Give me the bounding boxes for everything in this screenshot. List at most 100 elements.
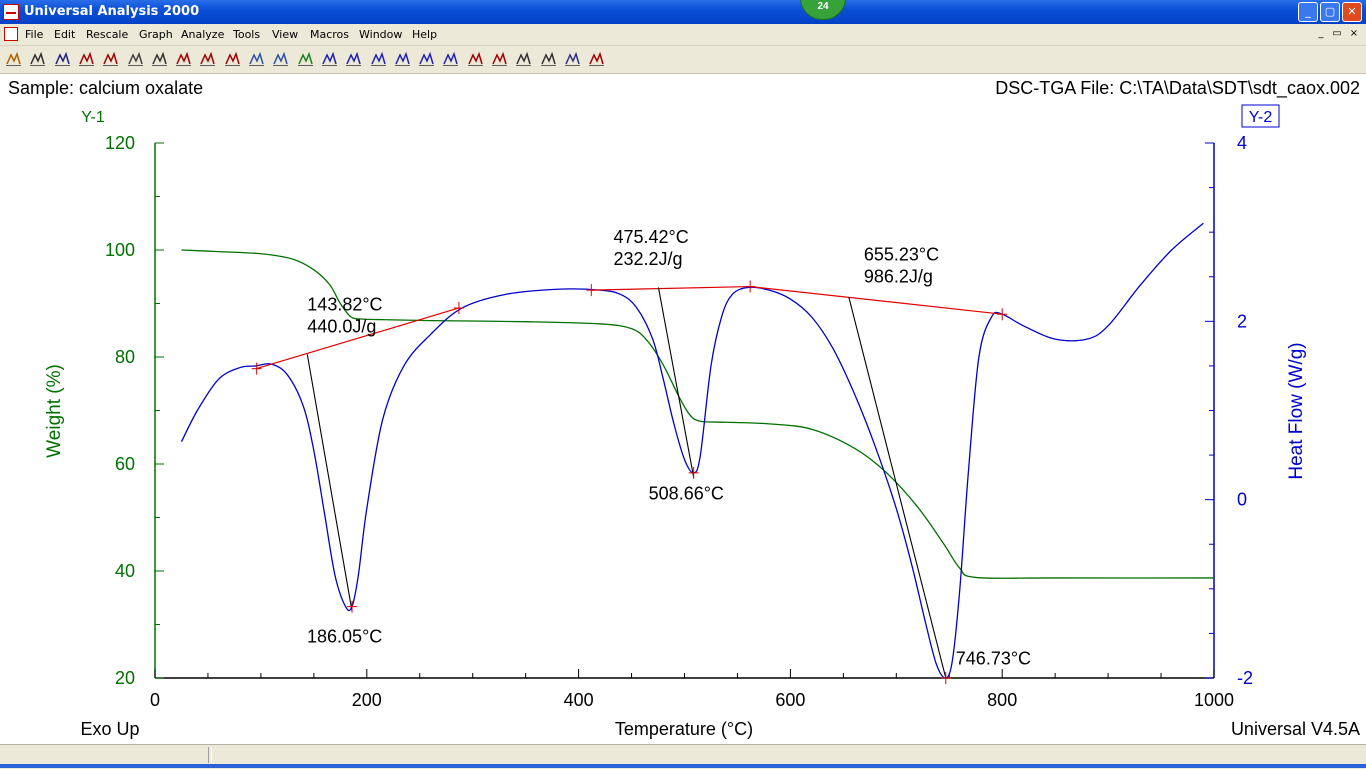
y2-axis-tag-box[interactable] xyxy=(1241,104,1280,128)
signal-icon[interactable] xyxy=(199,51,216,67)
peak-annotation-enthalpy: 232.2J/g xyxy=(613,249,682,269)
x-tick-label: 400 xyxy=(564,690,594,710)
title-bar: Universal Analysis 2000 24 _ ▢ ✕ xyxy=(0,0,1366,24)
document-icon[interactable] xyxy=(4,27,18,41)
y2-axis-label: Heat Flow (W/g) xyxy=(1286,342,1307,479)
tick-icon[interactable] xyxy=(224,51,241,67)
app-icon xyxy=(3,4,19,20)
maximize-button[interactable]: ▢ xyxy=(1320,2,1340,22)
cursor-marker xyxy=(997,308,1008,321)
y1-tick-label: 20 xyxy=(115,668,135,688)
delete-icon[interactable] xyxy=(588,51,605,67)
cursor-pick-icon[interactable] xyxy=(442,51,459,67)
cursor-marker xyxy=(688,466,699,479)
onset-tangent-line xyxy=(848,297,947,679)
overlay-icon[interactable] xyxy=(272,51,289,67)
plot-area: Sample: calcium oxalate DSC-TGA File: C:… xyxy=(0,74,1366,744)
rescale-all-icon[interactable] xyxy=(102,51,119,67)
crosshair-icon[interactable] xyxy=(467,51,484,67)
cursor-marker xyxy=(745,280,756,293)
minimize-button[interactable]: _ xyxy=(1298,2,1318,22)
menu-edit[interactable]: Edit xyxy=(54,28,76,41)
peak-integrate-icon[interactable] xyxy=(321,51,338,67)
glass-transition-icon[interactable] xyxy=(515,51,532,67)
onset-tangent-line xyxy=(657,287,695,478)
cursor-marker xyxy=(251,362,262,375)
y1-tick-label: 100 xyxy=(105,240,135,260)
peak-annotation-temp: 186.05°C xyxy=(307,626,382,646)
menu-file[interactable]: File xyxy=(25,28,44,41)
slope-icon[interactable] xyxy=(491,51,508,67)
peak-annotation-enthalpy: 440.0J/g xyxy=(307,317,376,337)
cursor-icon[interactable] xyxy=(54,51,71,67)
menu-analyze[interactable]: Analyze xyxy=(181,28,225,41)
integration-baseline xyxy=(256,307,460,370)
menu-graph[interactable]: Graph xyxy=(139,28,173,41)
version-label: Universal V4.5A xyxy=(1231,719,1360,739)
full-scale-icon[interactable] xyxy=(175,51,192,67)
menu-rescale[interactable]: Rescale xyxy=(86,28,129,41)
y1-axis-label: Weight (%) xyxy=(44,364,65,458)
rescale-icon[interactable] xyxy=(78,51,95,67)
legend-icon[interactable] xyxy=(564,51,581,67)
notification-badge[interactable]: 24 xyxy=(800,0,846,20)
menu-window[interactable]: Window xyxy=(359,28,403,41)
peak-annotation-temp: 746.73°C xyxy=(956,649,1031,669)
y1-tick-label: 80 xyxy=(115,347,135,367)
y1-axis-tag[interactable]: Y-1 xyxy=(81,109,105,126)
auto-label-icon[interactable] xyxy=(248,51,265,67)
x-tick-label: 1000 xyxy=(1194,690,1234,710)
menu-macros[interactable]: Macros xyxy=(310,28,350,41)
peak-max-icon[interactable] xyxy=(370,51,387,67)
peak-annotation-temp: 508.66°C xyxy=(649,484,724,504)
window-title: Universal Analysis 2000 xyxy=(24,4,200,19)
x-tick-label: 0 xyxy=(150,690,160,710)
y2-tick-label: 2 xyxy=(1237,311,1247,331)
menu-view[interactable]: View xyxy=(272,28,299,41)
menu-help[interactable]: Help xyxy=(412,28,438,41)
y2-tick-label: 4 xyxy=(1237,133,1247,153)
spreadsheet-icon[interactable] xyxy=(540,51,557,67)
doc-restore-button[interactable]: ▭ xyxy=(1332,28,1342,39)
toolbar xyxy=(0,46,1366,74)
peak-annotation-enthalpy: 986.2J/g xyxy=(864,267,933,287)
exo-up-label: Exo Up xyxy=(80,719,139,739)
doc-minimize-button[interactable]: _ xyxy=(1318,28,1324,39)
menu-tools[interactable]: Tools xyxy=(233,28,261,41)
zoom-icon[interactable] xyxy=(151,51,168,67)
taskbar-strip xyxy=(0,764,1366,768)
graph-icon[interactable] xyxy=(127,51,144,67)
close-button[interactable]: ✕ xyxy=(1342,2,1362,22)
cursor-marker xyxy=(453,301,464,314)
y2-tick-label: -2 xyxy=(1237,668,1253,688)
y2-axis-tag[interactable]: Y-2 xyxy=(1249,109,1273,126)
peak-annotation-temp: 143.82°C xyxy=(307,295,382,315)
y1-tick-label: 40 xyxy=(115,561,135,581)
y1-tick-label: 120 xyxy=(105,133,135,153)
x-tick-label: 600 xyxy=(775,690,805,710)
integration-baseline xyxy=(591,285,751,291)
cursor-marker xyxy=(940,672,951,684)
onset-icon[interactable] xyxy=(345,51,362,67)
menu-bar: File Edit Rescale Graph Analyze Tools Vi… xyxy=(0,24,1366,46)
cursor-marker xyxy=(347,600,358,613)
x-tick-label: 200 xyxy=(352,690,382,710)
peak-annotation-temp: 475.42°C xyxy=(613,227,688,247)
print-icon[interactable] xyxy=(29,51,46,67)
peak-annotation-temp: 655.23°C xyxy=(864,245,939,265)
table-icon[interactable] xyxy=(297,51,314,67)
onset-tangent-line xyxy=(306,354,353,612)
doc-close-button[interactable]: × xyxy=(1349,28,1359,39)
running-integral-icon[interactable] xyxy=(418,51,435,67)
sample-label: Sample: calcium oxalate xyxy=(8,78,203,98)
dsc-tga-chart: Sample: calcium oxalate DSC-TGA File: C:… xyxy=(8,78,1360,739)
integration-baseline xyxy=(750,285,1003,315)
y1-tick-label: 60 xyxy=(115,454,135,474)
cursor-marker xyxy=(586,284,597,297)
y2-tick-label: 0 xyxy=(1237,490,1247,510)
file-label: DSC-TGA File: C:\TA\Data\SDT\sdt_caox.00… xyxy=(995,78,1360,99)
heat-flow-curve xyxy=(180,222,1204,679)
open-icon[interactable] xyxy=(5,51,22,67)
step-icon[interactable] xyxy=(394,51,411,67)
x-axis-label: Temperature (°C) xyxy=(615,719,753,739)
